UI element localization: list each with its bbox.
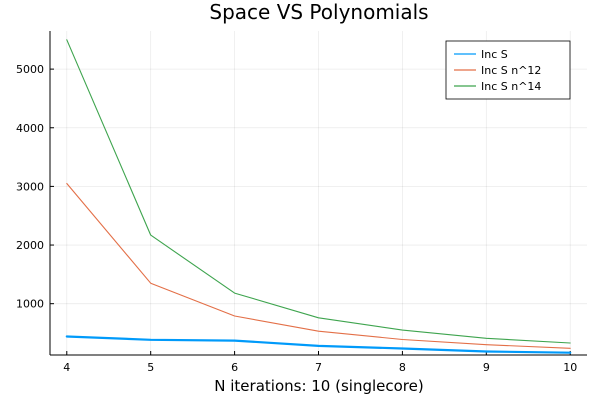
legend-label: Inc S n^12 bbox=[481, 64, 541, 77]
x-tick-label: 8 bbox=[399, 361, 406, 374]
series-line-3 bbox=[66, 39, 571, 344]
axes bbox=[49, 31, 587, 356]
y-tick-label: 5000 bbox=[16, 63, 44, 76]
x-axis-label: N iterations: 10 (singlecore) bbox=[214, 377, 423, 395]
chart-title: Space VS Polynomials bbox=[209, 0, 428, 24]
y-tick-label: 2000 bbox=[16, 239, 44, 252]
x-tick-label: 5 bbox=[147, 361, 154, 374]
series-line-1 bbox=[65, 335, 572, 354]
y-tick-label: 1000 bbox=[16, 298, 44, 311]
x-tick-label: 6 bbox=[231, 361, 238, 374]
y-tick-label: 3000 bbox=[16, 180, 44, 193]
x-tick-label: 7 bbox=[315, 361, 322, 374]
tick-labels: 4 5 6 7 8 9 10 1000 2000 3000 4000 5000 bbox=[16, 63, 577, 374]
series-line-2 bbox=[66, 182, 571, 349]
legend-box bbox=[445, 40, 571, 100]
legend: Inc S Inc S n^12 Inc S n^14 bbox=[445, 40, 571, 100]
x-tick-label: 4 bbox=[63, 361, 70, 374]
y-tick-label: 4000 bbox=[16, 122, 44, 135]
x-tick-label: 9 bbox=[483, 361, 490, 374]
x-tick-label: 10 bbox=[563, 361, 577, 374]
legend-label: Inc S bbox=[481, 48, 508, 61]
legend-label: Inc S n^14 bbox=[481, 80, 541, 93]
series-lines bbox=[65, 39, 572, 354]
